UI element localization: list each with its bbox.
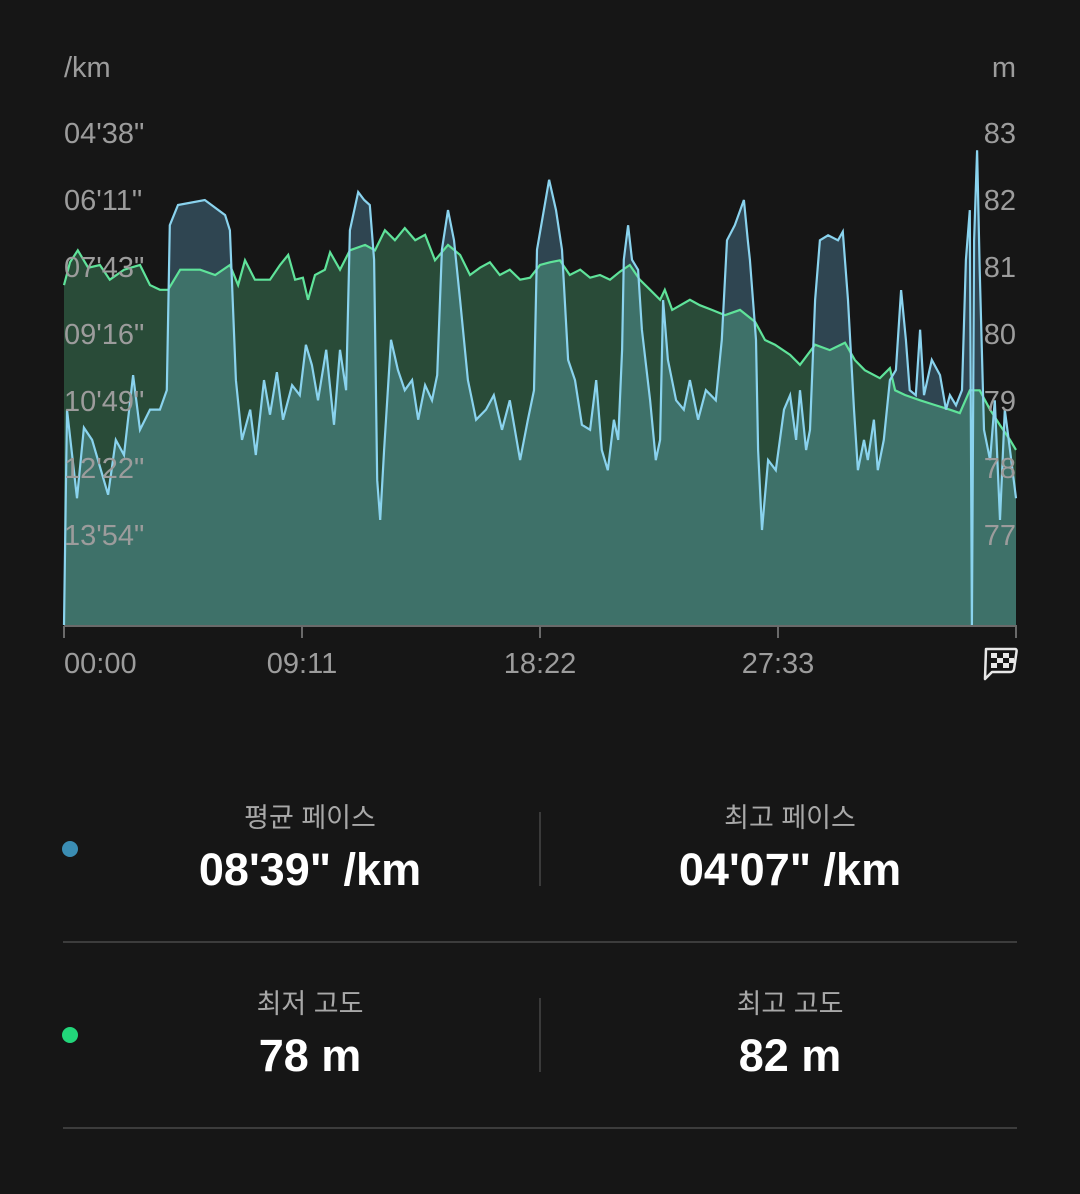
best-pace-stat: 최고 페이스 04'07" /km <box>552 798 1028 898</box>
y-left-tick-label: 06'11" <box>64 185 142 217</box>
divider <box>539 812 541 886</box>
x-tick-label: 27:33 <box>742 648 815 680</box>
y-right-tick-label: 79 <box>984 386 1016 418</box>
y-right-tick-label: 78 <box>984 453 1016 485</box>
finish-flag-icon <box>983 647 1018 681</box>
avg-pace-label: 평균 페이스 <box>244 803 376 833</box>
y-right-tick-label: 82 <box>984 185 1016 217</box>
pace-altitude-overlap-area <box>64 228 1016 625</box>
y-left-unit: /km <box>64 52 111 84</box>
divider <box>539 998 541 1072</box>
y-right-tick-label: 83 <box>984 118 1016 150</box>
row-divider <box>63 1127 1017 1129</box>
min-altitude-value: 78 m <box>258 1030 362 1081</box>
max-altitude-value: 82 m <box>738 1030 842 1081</box>
altitude-line <box>62 226 1017 451</box>
min-altitude-stat: 최저 고도 78 m <box>72 984 548 1084</box>
best-pace-value: 04'07" /km <box>678 844 902 895</box>
avg-pace-value: 08'39" /km <box>198 844 422 895</box>
avg-pace-stat: 평균 페이스 08'39" /km <box>72 798 548 898</box>
x-tick-label: 00:00 <box>64 648 137 680</box>
y-right-tick-label: 81 <box>984 252 1016 284</box>
pace-line <box>62 150 1018 626</box>
max-altitude-stat: 최고 고도 82 m <box>552 984 1028 1084</box>
y-left-tick-label: 13'54" <box>64 520 144 552</box>
y-left-tick-label: 04'38" <box>64 118 144 150</box>
max-altitude-label: 최고 고도 <box>736 989 844 1019</box>
x-tick-label: 18:22 <box>504 648 577 680</box>
y-left-tick-label: 09'16" <box>64 319 144 351</box>
y-left-tick-label: 10'49" <box>64 386 144 418</box>
x-tick-label: 09:11 <box>267 648 337 680</box>
min-altitude-label: 최저 고도 <box>256 989 364 1019</box>
altitude-stats-row: 최저 고도 78 m 최고 고도 82 m <box>0 976 1080 1126</box>
altitude-legend-dot <box>62 1027 78 1043</box>
y-right-tick-label: 77 <box>984 520 1016 552</box>
pace-altitude-chart: 00:00 09:11 18:22 27:33 04'38" 06'11" 07'43" 0… <box>62 52 1018 681</box>
y-right-tick-label: 80 <box>984 319 1016 351</box>
y-right-unit: m <box>992 52 1016 84</box>
row-divider <box>63 941 1017 943</box>
y-left-tick-label: 12'22" <box>64 453 144 485</box>
pace-legend-dot <box>62 841 78 857</box>
best-pace-label: 최고 페이스 <box>724 803 856 833</box>
y-left-tick-label: 07'43" <box>64 252 144 284</box>
pace-stats-row: 평균 페이스 08'39" /km 최고 페이스 04'07" /km <box>0 790 1080 940</box>
